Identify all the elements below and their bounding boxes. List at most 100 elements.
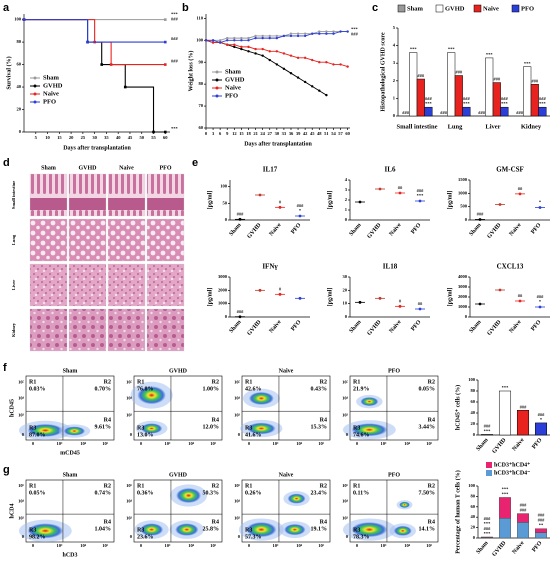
y-tick-label: 60: [471, 504, 476, 509]
histology-image: [29, 173, 68, 217]
weight-point: [261, 47, 264, 51]
flow-x-tick: 0: [356, 543, 359, 548]
flow-y-tick: 10⁴: [18, 499, 25, 504]
annotation: ###: [477, 211, 485, 216]
region-percent: 23.4%: [311, 490, 328, 496]
weight-point: [240, 47, 243, 51]
annotation: ###: [417, 73, 425, 78]
flow-y-tick: 10⁵: [126, 379, 133, 384]
y-tick-label: 3000: [458, 284, 468, 289]
survival-point: [123, 85, 127, 89]
bar: [516, 410, 530, 436]
dot: [358, 300, 362, 304]
flow-title: Naive: [279, 368, 294, 374]
annotation: ###: [537, 294, 545, 299]
x-tick-label: Naive: [269, 319, 283, 334]
region-name: R2: [320, 483, 327, 489]
annotation: ###: [297, 203, 305, 208]
density-blob: [246, 522, 277, 538]
y-tick-label: 80: [471, 388, 476, 393]
y-tick-label: 4: [345, 177, 348, 182]
flow-x-tick: 10⁵: [210, 441, 217, 446]
dot: [258, 288, 262, 292]
x-tick-label: Naive: [512, 437, 526, 452]
weight-point: [282, 34, 286, 38]
bar-segment: [535, 528, 547, 534]
y-tick-label: 0: [345, 314, 348, 319]
density-blob: [63, 426, 85, 436]
flow-y-tick: 10⁴: [342, 499, 349, 504]
flow-y-tick: 10³: [234, 413, 241, 418]
weight-point: [218, 39, 222, 42]
region-percent: 14.1%: [419, 526, 436, 532]
y-tick-label: 1000: [218, 301, 228, 306]
annotation: ###: [417, 188, 425, 193]
y-tick-label: 100: [468, 483, 476, 488]
x-tick-label: 30: [275, 131, 280, 136]
weight-point: [261, 36, 264, 40]
annotation: ###: [478, 110, 486, 115]
region-name: R4: [212, 519, 219, 525]
y-tick-label: 0: [473, 535, 476, 540]
x-tick-label: Sham: [476, 540, 490, 555]
x-tick-label: 42: [303, 131, 308, 136]
weight-point: [346, 30, 349, 33]
weight-point: [289, 34, 293, 38]
annotation: *: [539, 299, 542, 304]
bar: [447, 52, 456, 117]
x-tick-label: 57: [338, 131, 343, 136]
x-tick-label: 0: [205, 131, 208, 136]
weight-point: [282, 67, 286, 71]
weight-point: [289, 54, 293, 57]
x-tick-label: PFO: [410, 222, 423, 235]
weight-point: [275, 34, 279, 38]
region-name: R4: [104, 519, 111, 525]
x-tick-label: Sham: [229, 222, 243, 237]
flow-x-label: hCD3: [62, 552, 77, 558]
y-tick-label: 80: [199, 81, 204, 86]
y-axis-label: [pg/ml]: [447, 288, 453, 307]
dot: [358, 200, 362, 204]
x-tick-label: 60: [163, 135, 168, 140]
weight-point: [303, 32, 307, 35]
survival-point: [163, 130, 167, 134]
bar: [409, 52, 418, 117]
y-tick-label: 0: [225, 217, 228, 222]
annotation: ###: [538, 518, 546, 523]
annotation: ***: [524, 61, 532, 66]
density-blob: [140, 523, 164, 536]
flow-y-tick: 0: [346, 534, 349, 539]
region-name: R3: [137, 527, 144, 533]
region-name: R3: [353, 527, 360, 533]
x-tick-label: 60: [345, 131, 350, 136]
region-name: R3: [137, 425, 144, 431]
x-tick-label: 3: [212, 131, 215, 136]
y-tick-label: 60: [199, 125, 204, 130]
legend-label: Naive: [483, 5, 499, 12]
region-name: R4: [104, 417, 111, 423]
density-blob: [176, 488, 201, 503]
annotation: ###: [516, 110, 524, 115]
annotation: ***: [425, 101, 433, 106]
region-percent: 3.44%: [419, 424, 436, 430]
weight-point: [254, 47, 257, 51]
x-tick-label: PFO: [290, 319, 303, 332]
dot: [478, 302, 482, 306]
weight-point: [275, 36, 279, 40]
x-tick-label: GVHD: [486, 319, 503, 337]
weight-point: [296, 76, 300, 79]
y-tick-label: 60: [17, 62, 22, 67]
x-tick-label: Sham: [349, 319, 363, 334]
histology-image: [29, 308, 68, 352]
flow-x-tick: 10³: [57, 543, 64, 548]
y-tick-label: 2000: [218, 287, 228, 292]
y-tick-label: 2: [393, 78, 396, 83]
legend-label: Naive: [43, 90, 59, 97]
y-tick-label: 5: [393, 25, 396, 30]
x-tick-label: PFO: [530, 222, 543, 235]
x-tick-label: 12: [232, 131, 237, 136]
flow-y-tick: 10³: [342, 413, 349, 418]
x-tick-label: 15: [57, 135, 62, 140]
annotation: ###: [171, 36, 179, 41]
